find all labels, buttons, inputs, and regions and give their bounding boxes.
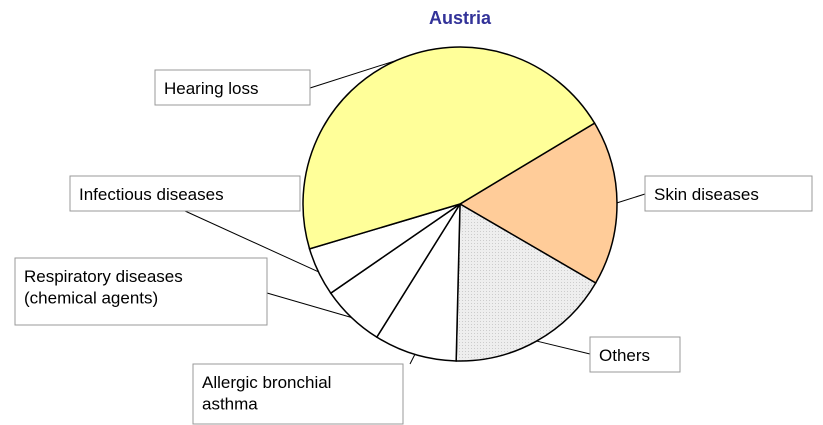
pie-slice [375, 201, 461, 362]
slice-label: Skin diseases [654, 185, 759, 204]
slice-label: Respiratory diseases (chemical agents) [24, 267, 183, 307]
pie-slice [455, 202, 597, 362]
leader-line [184, 210, 319, 273]
label-box [192, 363, 404, 425]
leader-line [409, 354, 416, 365]
chart-title: Austria [429, 8, 492, 28]
slice-label: Others [599, 346, 650, 365]
label-box [644, 175, 813, 212]
leader-line [309, 59, 397, 89]
slice-label: Infectious diseases [79, 185, 224, 204]
pie-slice [458, 122, 618, 284]
leader-line [616, 193, 646, 204]
label-box [589, 336, 681, 373]
leader-line [536, 340, 591, 355]
slice-label: Allergic bronchial asthma [202, 373, 331, 413]
label-box [154, 69, 311, 106]
slice-label: Hearing loss [164, 79, 259, 98]
leader-line [266, 292, 352, 318]
label-box [14, 257, 268, 326]
label-box [69, 175, 301, 212]
